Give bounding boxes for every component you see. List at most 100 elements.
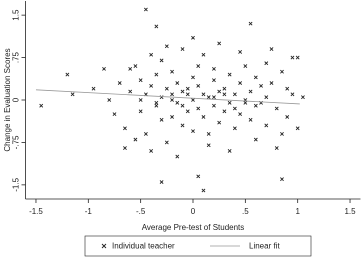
legend-label: Linear fit	[249, 242, 280, 251]
point	[128, 66, 133, 71]
point	[222, 92, 227, 97]
point	[133, 64, 138, 68]
point	[274, 106, 279, 111]
point	[212, 95, 216, 100]
point	[149, 148, 154, 153]
point	[222, 109, 227, 114]
point	[196, 174, 201, 179]
point	[295, 55, 300, 60]
point	[159, 180, 164, 184]
y-tick-label: .75	[12, 51, 21, 63]
point	[138, 98, 143, 102]
point	[301, 95, 305, 100]
point	[238, 81, 243, 85]
point	[191, 75, 195, 80]
point	[154, 24, 159, 29]
point	[227, 72, 232, 77]
point	[253, 75, 258, 80]
point	[232, 126, 237, 131]
point	[264, 95, 269, 100]
point	[170, 98, 174, 102]
point	[269, 47, 274, 52]
point	[180, 103, 185, 108]
point	[248, 89, 253, 94]
point	[175, 154, 180, 159]
fit-line	[35, 89, 300, 105]
point	[185, 86, 190, 91]
point	[170, 69, 174, 74]
point	[117, 81, 122, 85]
point	[253, 103, 258, 108]
point	[138, 109, 143, 114]
point	[280, 132, 284, 136]
point	[91, 86, 96, 91]
x-tick-label: 1	[295, 207, 300, 216]
y-tick-label: 0	[12, 97, 21, 102]
point	[196, 106, 201, 111]
point	[180, 47, 185, 52]
point	[232, 106, 237, 111]
point	[238, 112, 243, 117]
point	[243, 100, 248, 105]
x-tick-label: 1.5	[344, 207, 356, 216]
point	[164, 86, 169, 91]
x-tick-label: 0	[191, 207, 196, 216]
point	[295, 126, 300, 131]
y-tick-label: 1.5	[12, 9, 21, 21]
point	[264, 123, 269, 128]
point	[280, 69, 284, 74]
point	[201, 52, 206, 57]
point	[102, 66, 106, 71]
point	[175, 100, 180, 105]
point	[65, 72, 70, 77]
point	[217, 120, 222, 125]
point	[149, 83, 154, 88]
point	[143, 132, 148, 136]
point	[248, 21, 253, 26]
point	[201, 92, 206, 97]
point	[238, 49, 243, 54]
point	[180, 89, 185, 94]
point	[175, 81, 180, 85]
point	[112, 112, 117, 117]
point	[290, 92, 295, 97]
point	[253, 137, 258, 142]
point	[243, 64, 248, 68]
point	[159, 95, 164, 100]
point	[170, 92, 174, 97]
x-tick-label: .5	[242, 207, 249, 216]
point	[196, 83, 201, 88]
point	[39, 103, 44, 108]
point	[196, 64, 201, 68]
point	[227, 148, 232, 153]
point	[159, 58, 164, 63]
point	[123, 146, 127, 151]
y-tick-label: -.75	[12, 135, 21, 149]
point	[123, 126, 127, 131]
x-tick-label: -1	[85, 207, 93, 216]
point	[206, 143, 211, 148]
point	[107, 98, 112, 102]
point	[212, 66, 216, 71]
x-tick-label: -.5	[136, 207, 146, 216]
point	[133, 137, 138, 142]
legend-marker	[101, 243, 107, 249]
point	[154, 103, 159, 108]
point	[285, 115, 290, 119]
y-axis-label: Change in Evaluation Scores	[3, 48, 12, 151]
point	[212, 103, 216, 108]
point	[248, 117, 253, 122]
point	[170, 115, 174, 119]
point	[206, 132, 211, 136]
point	[159, 117, 164, 122]
point	[259, 83, 263, 88]
point	[191, 98, 195, 102]
y-tick-label: -1.5	[12, 177, 21, 191]
point	[269, 81, 274, 85]
point	[217, 41, 222, 46]
point	[201, 188, 206, 193]
point	[138, 78, 143, 83]
point	[191, 35, 195, 40]
point	[264, 61, 269, 66]
